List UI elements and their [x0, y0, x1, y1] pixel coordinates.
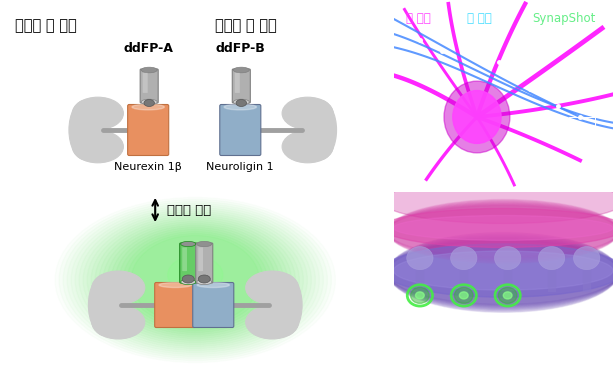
Text: 후 단자: 후 단자 [467, 12, 492, 25]
Text: Neuroligin 1: Neuroligin 1 [207, 162, 274, 172]
Ellipse shape [197, 241, 211, 247]
FancyBboxPatch shape [182, 247, 187, 271]
FancyBboxPatch shape [140, 69, 158, 103]
Ellipse shape [498, 287, 517, 303]
Text: 시냅스 후 단자: 시냅스 후 단자 [215, 18, 277, 33]
Ellipse shape [451, 246, 477, 270]
Ellipse shape [88, 274, 122, 336]
Ellipse shape [388, 238, 613, 307]
Ellipse shape [141, 67, 157, 73]
Ellipse shape [388, 206, 613, 257]
Ellipse shape [282, 131, 333, 163]
Ellipse shape [69, 100, 101, 160]
Ellipse shape [388, 203, 613, 260]
FancyBboxPatch shape [235, 73, 240, 93]
FancyBboxPatch shape [232, 69, 250, 103]
Text: 전 단자: 전 단자 [406, 12, 430, 25]
Ellipse shape [92, 271, 145, 305]
Ellipse shape [197, 279, 211, 285]
FancyBboxPatch shape [128, 104, 169, 155]
Ellipse shape [453, 91, 501, 144]
Text: ddFP-B: ddFP-B [215, 42, 265, 55]
Ellipse shape [246, 306, 299, 339]
Ellipse shape [388, 204, 613, 259]
Ellipse shape [383, 244, 613, 297]
FancyBboxPatch shape [180, 243, 197, 283]
FancyBboxPatch shape [143, 73, 148, 93]
Ellipse shape [538, 246, 565, 270]
Ellipse shape [388, 235, 613, 310]
Ellipse shape [304, 100, 337, 160]
FancyBboxPatch shape [220, 104, 261, 155]
Ellipse shape [182, 275, 194, 283]
Ellipse shape [388, 201, 613, 263]
Ellipse shape [282, 97, 333, 130]
Ellipse shape [234, 67, 249, 73]
Text: 시냅스 전 단자: 시냅스 전 단자 [15, 18, 77, 33]
Ellipse shape [574, 246, 600, 270]
Bar [569, 117, 595, 136]
Ellipse shape [388, 237, 613, 308]
Ellipse shape [388, 205, 613, 258]
Ellipse shape [503, 292, 512, 299]
Ellipse shape [406, 246, 433, 270]
Ellipse shape [388, 236, 613, 309]
Text: ddFP-A: ddFP-A [123, 42, 173, 55]
Ellipse shape [388, 233, 613, 311]
Ellipse shape [388, 199, 613, 263]
FancyBboxPatch shape [154, 283, 196, 327]
Ellipse shape [92, 306, 145, 339]
Ellipse shape [388, 202, 613, 261]
Ellipse shape [459, 292, 468, 299]
FancyBboxPatch shape [196, 243, 213, 283]
Ellipse shape [144, 100, 154, 107]
Ellipse shape [495, 246, 521, 270]
Ellipse shape [198, 275, 210, 283]
Text: Neurexin 1β: Neurexin 1β [114, 162, 182, 172]
FancyBboxPatch shape [198, 247, 203, 271]
Ellipse shape [444, 81, 510, 153]
Ellipse shape [454, 287, 473, 303]
Ellipse shape [416, 292, 424, 299]
Ellipse shape [168, 256, 223, 294]
Ellipse shape [132, 104, 164, 110]
Ellipse shape [388, 239, 613, 306]
Ellipse shape [159, 282, 191, 287]
Ellipse shape [181, 241, 196, 247]
Text: SynapShot: SynapShot [533, 12, 596, 25]
Ellipse shape [234, 99, 249, 105]
Ellipse shape [394, 215, 613, 240]
Ellipse shape [72, 97, 123, 130]
Ellipse shape [141, 99, 157, 105]
Ellipse shape [388, 240, 613, 305]
Ellipse shape [411, 287, 429, 303]
Ellipse shape [268, 274, 302, 336]
Text: 가역적 결합: 가역적 결합 [167, 204, 211, 216]
Ellipse shape [383, 179, 613, 223]
Ellipse shape [246, 271, 299, 305]
Ellipse shape [197, 282, 229, 287]
Ellipse shape [181, 279, 196, 285]
Ellipse shape [383, 208, 613, 248]
Ellipse shape [236, 100, 246, 107]
Ellipse shape [72, 131, 123, 163]
Ellipse shape [394, 251, 613, 290]
Ellipse shape [388, 232, 613, 312]
FancyBboxPatch shape [192, 283, 234, 327]
Ellipse shape [388, 201, 613, 262]
Ellipse shape [224, 104, 256, 110]
